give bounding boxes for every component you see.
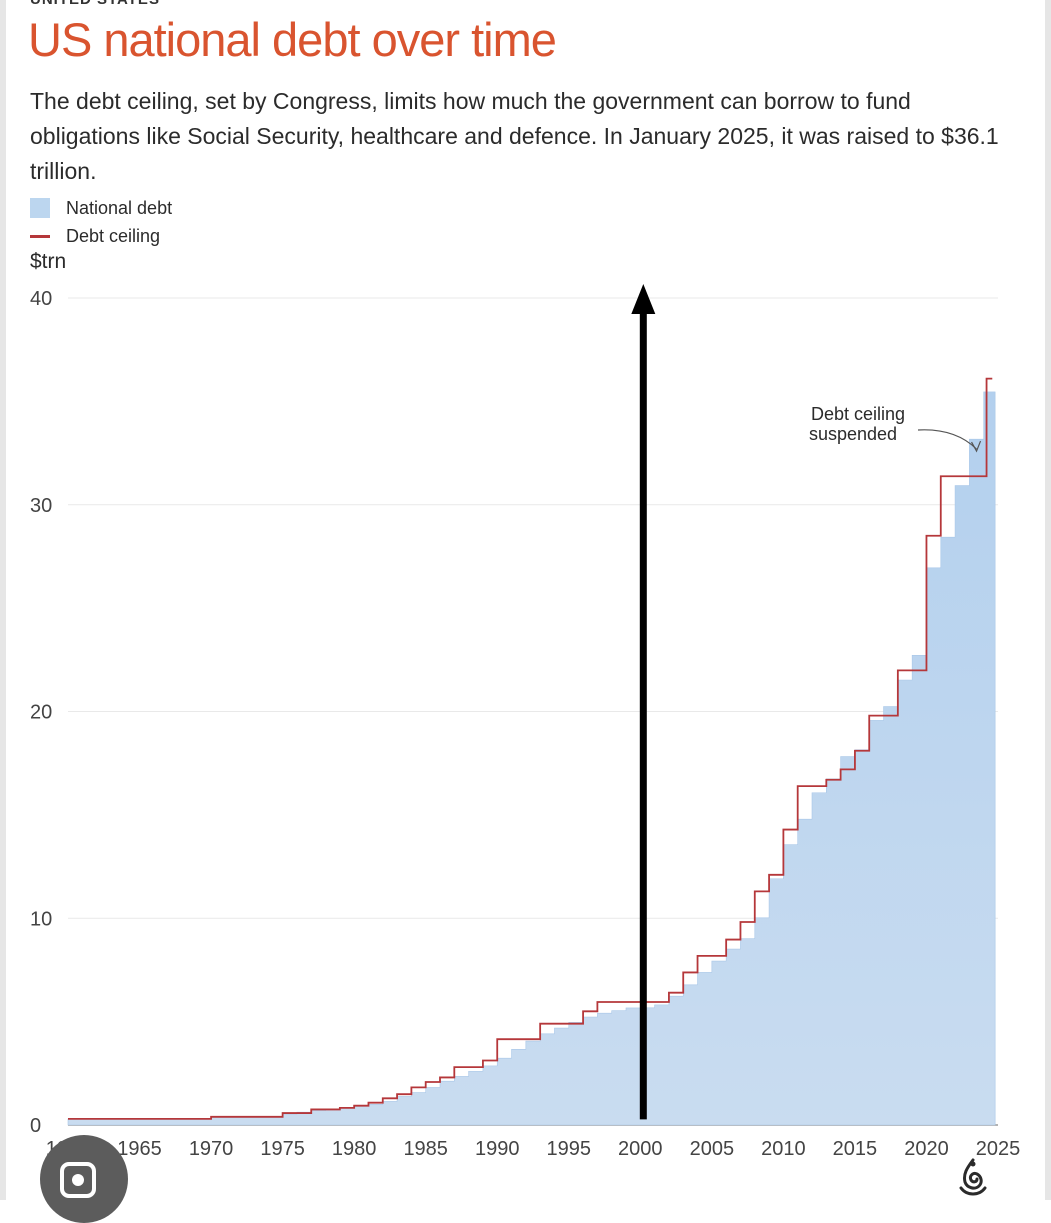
x-tick-label-1965: 1965 [117,1138,162,1160]
annotation-text-line-1: Debt ceiling [811,404,905,424]
x-tick-label-2015: 2015 [833,1138,878,1160]
y-axis-unit-label: $trn [30,250,67,273]
lens-center-dot [72,1174,84,1186]
card-border-left [0,0,6,1200]
y-tick-label-0: 0 [30,1115,41,1137]
x-tick-label-1995: 1995 [547,1138,592,1160]
annotation-leader-line [917,429,977,450]
chart-subtitle: The debt ceiling, set by Congress, limit… [30,88,999,184]
x-tick-label-1985: 1985 [403,1138,448,1160]
card-border-right [1045,0,1051,1200]
kicker-text: UNITED STATES [30,0,160,8]
overlay-arrow-head [631,284,656,314]
legend-label-national-debt: National debt [66,197,173,218]
series-national-debt-area [67,391,996,1126]
legend-swatch-national-debt [30,198,50,218]
x-tick-label-2000: 2000 [618,1138,663,1160]
legend-label-debt-ceiling: Debt ceiling [66,225,161,246]
x-tick-label-1970: 1970 [189,1138,234,1160]
y-tick-label-20: 20 [30,702,52,724]
chart-title: US national debt over time [28,13,557,66]
x-tick-label-2010: 2010 [761,1138,806,1160]
annotation-arrowhead [971,440,982,453]
x-tick-label-2025: 2025 [976,1138,1021,1160]
legend-item-national-debt: National debt [30,196,172,220]
y-tick-label-40: 40 [30,288,52,310]
legend-item-debt-ceiling: Debt ceiling [30,224,160,248]
x-tick-label-1975: 1975 [260,1138,305,1160]
series-debt-ceiling-line [68,377,993,1120]
x-tick-label-1980: 1980 [332,1138,377,1160]
x-tick-label-2005: 2005 [690,1138,735,1160]
al-jazeera-logo-icon [959,1158,987,1196]
x-tick-label-2020: 2020 [904,1138,949,1160]
y-tick-label-30: 30 [30,495,52,517]
y-tick-label-10: 10 [30,908,52,930]
legend-swatch-debt-ceiling [30,234,50,238]
x-tick-label-1990: 1990 [475,1138,520,1160]
lens-search-icon[interactable] [60,1162,96,1198]
annotation-text-line-2: suspended [809,424,897,444]
